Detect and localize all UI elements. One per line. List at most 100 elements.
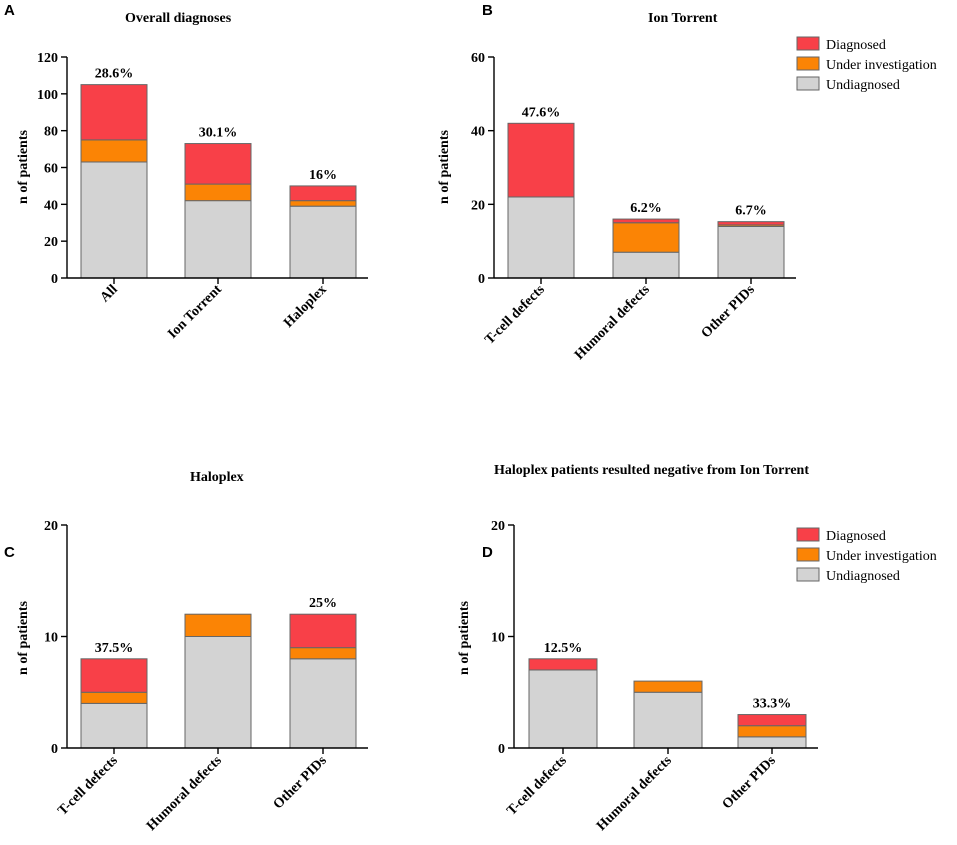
legend-label: Undiagnosed (826, 569, 900, 584)
y-axis-label: n of patients (16, 601, 31, 675)
panel-letter: B (482, 2, 493, 19)
bar-undiagnosed-2 (612, 251, 680, 279)
legend-swatch-undiagnosed (796, 567, 820, 582)
y-tick-label: 60 (471, 51, 485, 66)
legend: Diagnosed Under investigation Undiagnosed (796, 36, 937, 93)
bar-under-investigation-1 (80, 691, 148, 704)
bar-diagnosed-1 (507, 122, 575, 198)
legend-swatch-under-investigation (796, 547, 820, 562)
y-tick-label: 0 (51, 272, 58, 287)
bar-undiagnosed-1 (80, 702, 148, 749)
bar-undiagnosed-2 (184, 200, 252, 279)
bar-undiagnosed-3 (717, 225, 785, 279)
x-tick-label: T-cell defects (55, 753, 121, 819)
data-label: 33.3% (753, 697, 792, 712)
y-tick-label: 0 (478, 272, 485, 287)
legend-label: Diagnosed (826, 529, 886, 544)
chart-title: Haloplex (190, 470, 244, 485)
y-tick-label: 20 (44, 235, 58, 250)
x-tick-label: All (98, 282, 121, 305)
legend-swatch-undiagnosed (796, 76, 820, 91)
bar-diagnosed-3 (737, 714, 807, 727)
legend-label: Under investigation (826, 58, 937, 73)
bar-under-investigation-2 (633, 680, 703, 693)
bar-under-investigation-3 (289, 647, 357, 660)
y-tick-label: 10 (44, 631, 58, 646)
x-tick-label: Humoral defects (572, 282, 653, 363)
bar-under-investigation-1 (80, 139, 148, 163)
bar-diagnosed-1 (528, 658, 598, 671)
x-tick-label: Ion Torrent (165, 282, 225, 342)
y-tick-label: 0 (51, 742, 58, 757)
data-label: 28.6% (95, 67, 134, 82)
data-label: 47.6% (522, 105, 561, 120)
panel-letter: C (4, 544, 15, 561)
chart-title: Ion Torrent (648, 11, 718, 26)
bar-undiagnosed-1 (507, 196, 575, 279)
y-tick-label: 20 (491, 519, 505, 534)
legend-label: Under investigation (826, 549, 937, 564)
bar-diagnosed-1 (80, 658, 148, 693)
x-tick-label: Haloplex (281, 282, 330, 331)
bar-under-investigation-2 (184, 183, 252, 202)
bar-undiagnosed-3 (289, 205, 357, 279)
chart-panel-c: C Haloplex 37.5% T-cell defects Humoral defe… (4, 470, 368, 834)
y-tick-label: 0 (498, 742, 505, 757)
x-tick-label: Other PIDs (720, 753, 779, 812)
x-tick-label: Humoral defects (594, 753, 675, 834)
legend-swatch-diagnosed (796, 36, 820, 51)
data-label: 16% (309, 168, 337, 183)
legend-label: Undiagnosed (826, 78, 900, 93)
bar-diagnosed-3 (717, 221, 785, 226)
chart-panel-a: A Overall diagnoses 28.6% All 30.1% Ion Torre… (4, 2, 368, 342)
bar-undiagnosed-3 (289, 658, 357, 749)
bar-under-investigation-3 (737, 725, 807, 738)
chart-title: Haloplex patients resulted negative from… (494, 463, 809, 478)
chart-panel-b: B Ion Torrent 47.6% T-cell defects 6.2% Humor… (437, 2, 937, 363)
bar-undiagnosed-1 (528, 669, 598, 749)
y-axis-label: n of patients (437, 130, 452, 204)
x-tick-label: T-cell defects (504, 753, 570, 819)
bar-under-investigation-2 (612, 222, 680, 253)
y-tick-label: 100 (37, 88, 58, 103)
bar-diagnosed-3 (289, 185, 357, 202)
y-tick-label: 40 (44, 198, 58, 213)
y-tick-label: 80 (44, 125, 58, 140)
bar-diagnosed-3 (289, 613, 357, 649)
bar-diagnosed-1 (80, 84, 148, 141)
x-tick-label: Other PIDs (699, 282, 758, 341)
y-tick-label: 60 (44, 162, 58, 177)
legend-label: Diagnosed (826, 38, 886, 53)
data-label: 6.7% (735, 204, 767, 219)
bar-undiagnosed-3 (737, 736, 807, 749)
data-label: 6.2% (630, 201, 662, 216)
data-label: 25% (309, 596, 337, 611)
y-tick-label: 120 (37, 51, 58, 66)
x-tick-label: T-cell defects (482, 282, 548, 348)
panel-letter: D (482, 544, 493, 561)
legend-swatch-diagnosed (796, 527, 820, 542)
y-tick-label: 10 (491, 631, 505, 646)
legend-swatch-under-investigation (796, 56, 820, 71)
panel-letter: A (4, 2, 15, 19)
bar-undiagnosed-2 (184, 636, 252, 749)
bar-under-investigation-3 (289, 200, 357, 207)
y-tick-label: 20 (44, 519, 58, 534)
y-tick-label: 20 (471, 198, 485, 213)
bar-diagnosed-2 (184, 143, 252, 185)
x-tick-label: Other PIDs (271, 753, 330, 812)
bar-undiagnosed-2 (633, 691, 703, 749)
chart-title: Overall diagnoses (125, 11, 232, 26)
data-label: 30.1% (199, 126, 238, 141)
y-tick-label: 40 (471, 125, 485, 140)
legend: Diagnosed Under investigation Undiagnosed (796, 527, 937, 584)
y-axis-label: n of patients (457, 601, 472, 675)
chart-panel-d: D Haloplex patients resulted negative fro… (457, 463, 937, 834)
y-axis-label: n of patients (16, 130, 31, 204)
bar-under-investigation-2 (184, 613, 252, 638)
bar-diagnosed-2 (612, 218, 680, 224)
data-label: 37.5% (95, 641, 134, 656)
bar-undiagnosed-1 (80, 161, 148, 279)
data-label: 12.5% (544, 641, 583, 656)
